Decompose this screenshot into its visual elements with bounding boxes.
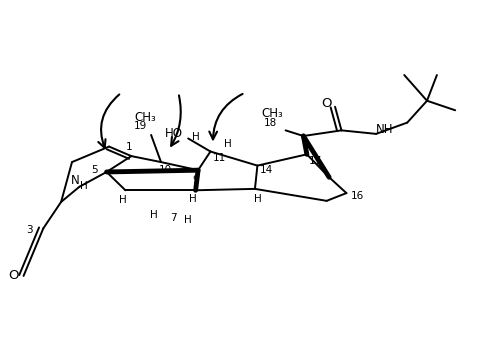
Text: H: H bbox=[190, 194, 197, 204]
Text: O: O bbox=[8, 270, 19, 282]
Text: H: H bbox=[254, 194, 262, 204]
Text: H: H bbox=[119, 195, 127, 205]
FancyArrowPatch shape bbox=[210, 94, 242, 139]
Text: O: O bbox=[321, 97, 332, 110]
Text: 3: 3 bbox=[26, 225, 33, 235]
Text: N: N bbox=[71, 174, 80, 187]
Text: H: H bbox=[192, 132, 200, 142]
FancyArrowPatch shape bbox=[98, 95, 119, 148]
Text: 5: 5 bbox=[91, 165, 98, 175]
Text: 1: 1 bbox=[126, 142, 132, 152]
Text: H: H bbox=[184, 214, 192, 224]
FancyArrowPatch shape bbox=[171, 95, 181, 146]
Text: CH₃: CH₃ bbox=[134, 111, 156, 124]
Text: 18: 18 bbox=[264, 118, 278, 127]
Text: H: H bbox=[150, 210, 158, 220]
Text: CH₃: CH₃ bbox=[261, 107, 282, 120]
Text: HO: HO bbox=[166, 127, 184, 140]
Text: 9: 9 bbox=[192, 175, 199, 185]
Text: 11: 11 bbox=[212, 153, 226, 163]
Text: 17: 17 bbox=[309, 156, 322, 166]
Text: 10: 10 bbox=[158, 165, 172, 175]
Text: 19: 19 bbox=[134, 121, 147, 131]
Text: NH: NH bbox=[376, 123, 394, 136]
Text: 14: 14 bbox=[260, 165, 273, 175]
Text: H: H bbox=[224, 139, 232, 149]
Text: 7: 7 bbox=[170, 213, 176, 223]
Text: 16: 16 bbox=[350, 191, 364, 201]
Text: H: H bbox=[80, 181, 88, 191]
